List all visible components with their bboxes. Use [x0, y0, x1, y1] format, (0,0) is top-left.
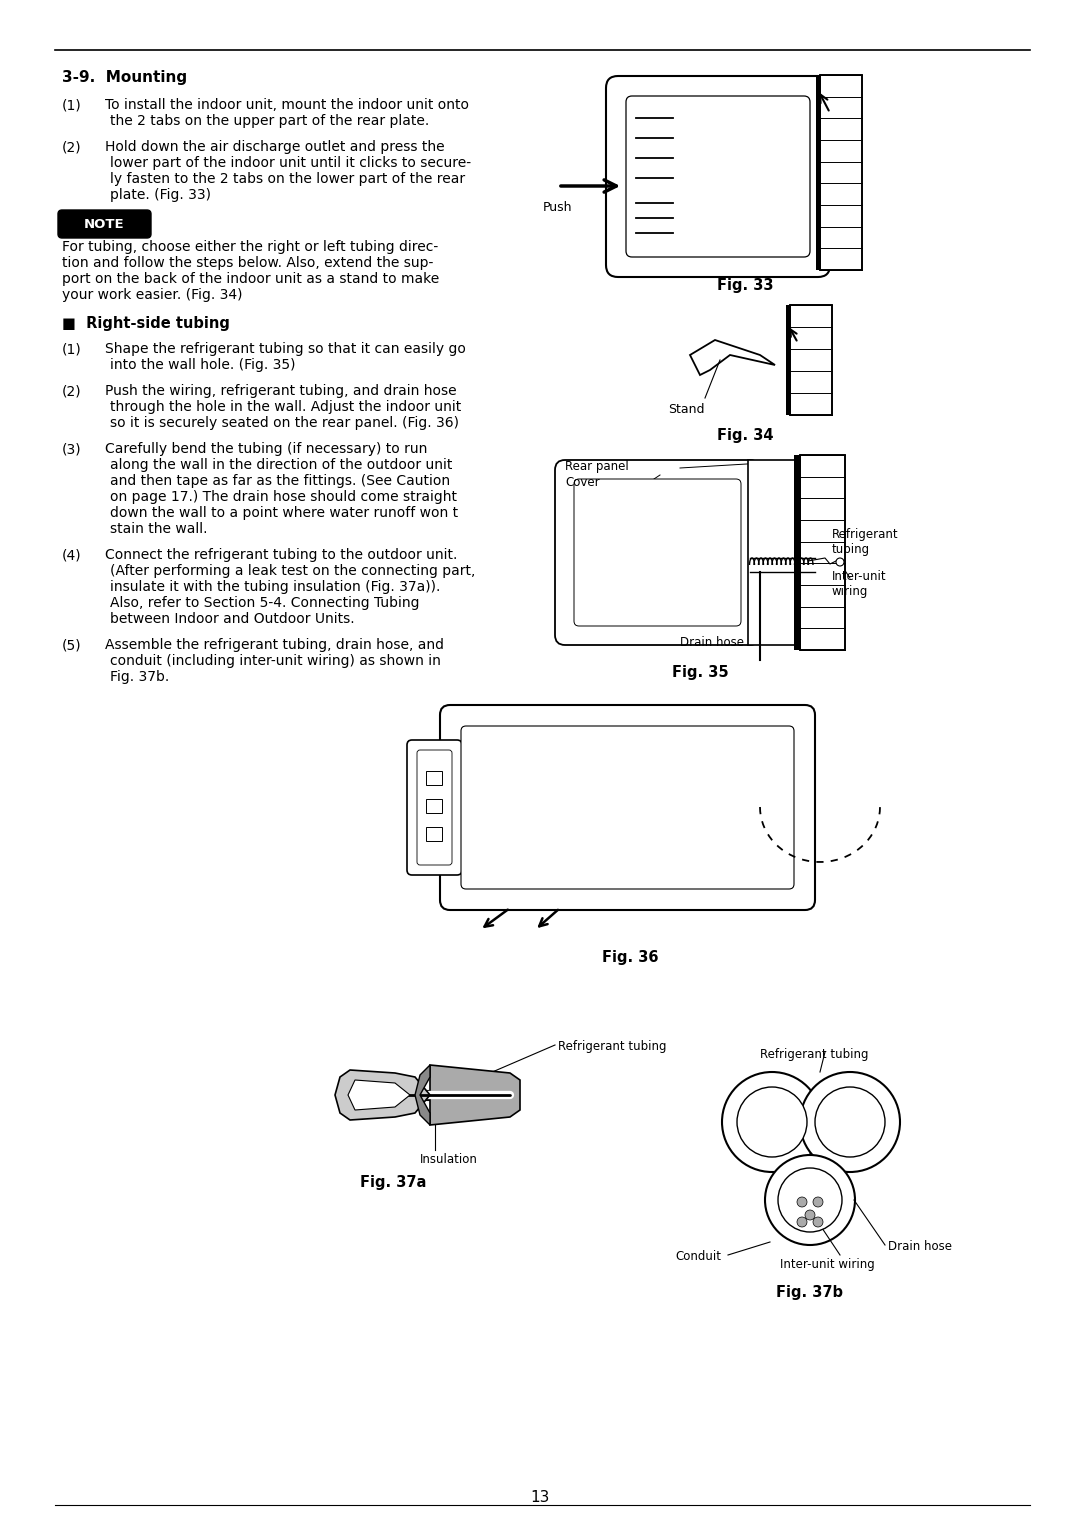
Bar — [789, 306, 832, 416]
Polygon shape — [690, 341, 775, 374]
FancyBboxPatch shape — [555, 460, 760, 645]
Text: Inter-unit
wiring: Inter-unit wiring — [832, 570, 887, 597]
Circle shape — [778, 1167, 842, 1232]
Circle shape — [723, 1073, 822, 1172]
Bar — [800, 455, 845, 649]
Text: Hold down the air discharge outlet and press the: Hold down the air discharge outlet and p… — [105, 141, 445, 154]
Text: Refrigerant
tubing: Refrigerant tubing — [832, 529, 899, 556]
Bar — [820, 75, 862, 270]
Text: Fig. 37b: Fig. 37b — [777, 1285, 843, 1300]
Text: (4): (4) — [62, 549, 82, 562]
Text: through the hole in the wall. Adjust the indoor unit: through the hole in the wall. Adjust the… — [110, 400, 461, 414]
Circle shape — [815, 1086, 885, 1157]
Bar — [800, 455, 845, 649]
Text: Push: Push — [543, 202, 572, 214]
Text: To install the indoor unit, mount the indoor unit onto: To install the indoor unit, mount the in… — [105, 98, 469, 112]
Text: between Indoor and Outdoor Units.: between Indoor and Outdoor Units. — [110, 613, 354, 626]
Text: Refrigerant tubing: Refrigerant tubing — [760, 1048, 868, 1060]
Text: tion and follow the steps below. Also, extend the sup-: tion and follow the steps below. Also, e… — [62, 257, 433, 270]
Text: For tubing, choose either the right or left tubing direc-: For tubing, choose either the right or l… — [62, 240, 438, 254]
Text: Drain hose: Drain hose — [888, 1241, 951, 1253]
Text: Insulation: Insulation — [420, 1154, 477, 1166]
Text: conduit (including inter-unit wiring) as shown in: conduit (including inter-unit wiring) as… — [110, 654, 441, 668]
Text: Also, refer to Section 5-4. Connecting Tubing: Also, refer to Section 5-4. Connecting T… — [110, 596, 419, 610]
Text: Cover: Cover — [565, 477, 599, 489]
FancyBboxPatch shape — [461, 726, 794, 889]
Text: 3-9.  Mounting: 3-9. Mounting — [62, 70, 187, 86]
Circle shape — [797, 1196, 807, 1207]
Text: Fig. 34: Fig. 34 — [717, 428, 773, 443]
Text: the 2 tabs on the upper part of the rear plate.: the 2 tabs on the upper part of the rear… — [110, 115, 429, 128]
Text: Fig. 35: Fig. 35 — [672, 665, 728, 680]
Text: plate. (Fig. 33): plate. (Fig. 33) — [110, 188, 211, 202]
Bar — [426, 799, 442, 813]
Circle shape — [797, 1216, 807, 1227]
Text: (3): (3) — [62, 442, 82, 455]
Circle shape — [805, 1210, 815, 1219]
Polygon shape — [430, 1065, 519, 1125]
Circle shape — [800, 1073, 900, 1172]
Text: Fig. 37b.: Fig. 37b. — [110, 669, 170, 685]
Text: Carefully bend the tubing (if necessary) to run: Carefully bend the tubing (if necessary)… — [105, 442, 428, 455]
Text: Inter-unit wiring: Inter-unit wiring — [780, 1258, 875, 1271]
FancyBboxPatch shape — [606, 76, 831, 277]
Text: stain the wall.: stain the wall. — [110, 523, 207, 536]
Text: your work easier. (Fig. 34): your work easier. (Fig. 34) — [62, 287, 243, 303]
Text: and then tape as far as the fittings. (See Caution: and then tape as far as the fittings. (S… — [110, 474, 450, 487]
Text: so it is securely seated on the rear panel. (Fig. 36): so it is securely seated on the rear pan… — [110, 416, 459, 429]
Text: Fig. 33: Fig. 33 — [717, 278, 773, 293]
FancyBboxPatch shape — [58, 209, 151, 238]
FancyBboxPatch shape — [407, 740, 462, 876]
Text: Connect the refrigerant tubing to the outdoor unit.: Connect the refrigerant tubing to the ou… — [105, 549, 457, 562]
Text: lower part of the indoor unit until it clicks to secure-: lower part of the indoor unit until it c… — [110, 156, 471, 170]
Text: 13: 13 — [530, 1490, 550, 1505]
Text: down the wall to a point where water runoff won t: down the wall to a point where water run… — [110, 506, 458, 520]
Circle shape — [813, 1196, 823, 1207]
Bar — [820, 75, 862, 270]
Text: Rear panel: Rear panel — [565, 460, 629, 474]
Polygon shape — [335, 1070, 430, 1120]
Polygon shape — [415, 1065, 430, 1125]
Text: Assemble the refrigerant tubing, drain hose, and: Assemble the refrigerant tubing, drain h… — [105, 639, 444, 652]
Text: ly fasten to the 2 tabs on the lower part of the rear: ly fasten to the 2 tabs on the lower par… — [110, 173, 465, 186]
Bar — [426, 772, 442, 785]
Text: Shape the refrigerant tubing so that it can easily go: Shape the refrigerant tubing so that it … — [105, 342, 465, 356]
Text: (1): (1) — [62, 342, 82, 356]
Bar — [748, 460, 796, 645]
Text: on page 17.) The drain hose should come straight: on page 17.) The drain hose should come … — [110, 490, 457, 504]
Text: Conduit: Conduit — [675, 1250, 721, 1264]
Text: (5): (5) — [62, 639, 82, 652]
Bar — [426, 827, 442, 840]
Circle shape — [813, 1216, 823, 1227]
Text: along the wall in the direction of the outdoor unit: along the wall in the direction of the o… — [110, 458, 453, 472]
Text: into the wall hole. (Fig. 35): into the wall hole. (Fig. 35) — [110, 358, 296, 371]
Text: Drain hose: Drain hose — [680, 636, 744, 649]
Polygon shape — [348, 1080, 410, 1109]
Text: port on the back of the indoor unit as a stand to make: port on the back of the indoor unit as a… — [62, 272, 440, 286]
FancyBboxPatch shape — [440, 704, 815, 911]
Bar — [786, 306, 791, 416]
Text: (1): (1) — [62, 98, 82, 112]
Text: ■  Right-side tubing: ■ Right-side tubing — [62, 316, 230, 332]
Text: Refrigerant tubing: Refrigerant tubing — [558, 1041, 666, 1053]
Bar — [789, 306, 832, 416]
Text: Fig. 37a: Fig. 37a — [360, 1175, 427, 1190]
Bar — [794, 455, 801, 649]
Circle shape — [765, 1155, 855, 1245]
Text: Stand: Stand — [669, 403, 704, 416]
Text: Push the wiring, refrigerant tubing, and drain hose: Push the wiring, refrigerant tubing, and… — [105, 384, 457, 397]
Text: NOTE: NOTE — [84, 217, 125, 231]
FancyBboxPatch shape — [573, 478, 741, 626]
Text: (2): (2) — [62, 141, 82, 154]
Text: (2): (2) — [62, 384, 82, 397]
FancyBboxPatch shape — [417, 750, 453, 865]
Text: Fig. 36: Fig. 36 — [602, 950, 658, 966]
Text: (After performing a leak test on the connecting part,: (After performing a leak test on the con… — [110, 564, 475, 578]
FancyBboxPatch shape — [626, 96, 810, 257]
Bar — [816, 75, 821, 270]
Circle shape — [836, 558, 843, 565]
Text: insulate it with the tubing insulation (Fig. 37a)).: insulate it with the tubing insulation (… — [110, 581, 441, 594]
Circle shape — [737, 1086, 807, 1157]
